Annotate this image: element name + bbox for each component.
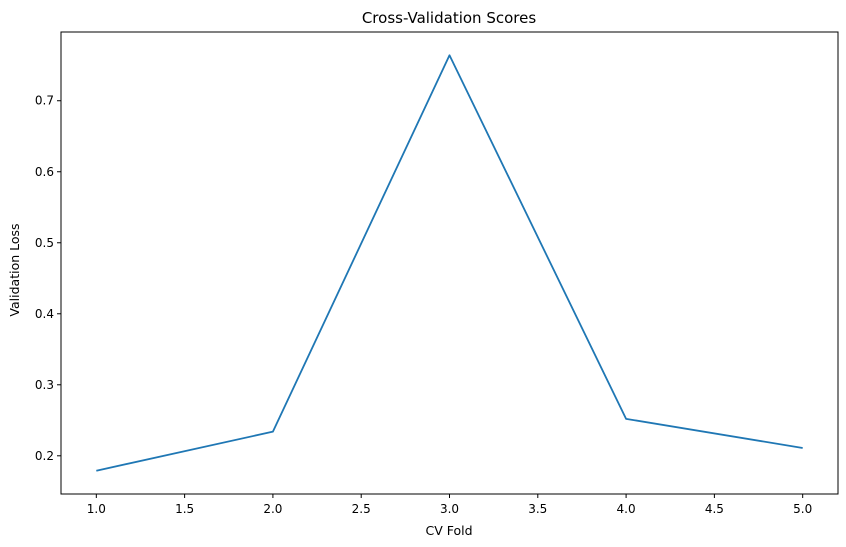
y-tick-label: 0.3: [35, 378, 54, 392]
y-tick-label: 0.2: [35, 449, 54, 463]
x-tick-label: 1.5: [175, 502, 194, 516]
x-tick-label: 2.0: [263, 502, 282, 516]
chart-title: Cross-Validation Scores: [362, 9, 537, 27]
series-line: [96, 54, 803, 472]
x-tick-label: 5.0: [793, 502, 812, 516]
x-axis-label: CV Fold: [425, 523, 472, 538]
x-tick-label: 3.0: [440, 502, 459, 516]
series-layer: [96, 54, 803, 472]
y-tick-label: 0.4: [35, 307, 54, 321]
x-tick-label: 4.0: [617, 502, 636, 516]
y-tick-label: 0.6: [35, 165, 54, 179]
y-tick-label: 0.7: [35, 94, 54, 108]
y-tick-label: 0.5: [35, 236, 54, 250]
y-axis-label: Validation Loss: [7, 223, 22, 316]
x-axis-ticks: 1.0 1.5 2.0 2.5 3.0 3.5 4.0 4.5 5.0: [87, 494, 812, 516]
x-tick-label: 1.0: [87, 502, 106, 516]
plot-area-frame: [60, 31, 839, 495]
x-tick-label: 4.5: [705, 502, 724, 516]
y-axis-ticks: 0.2 0.3 0.4 0.5 0.6 0.7: [35, 94, 61, 463]
x-tick-label: 2.5: [352, 502, 371, 516]
x-tick-label: 3.5: [528, 502, 547, 516]
